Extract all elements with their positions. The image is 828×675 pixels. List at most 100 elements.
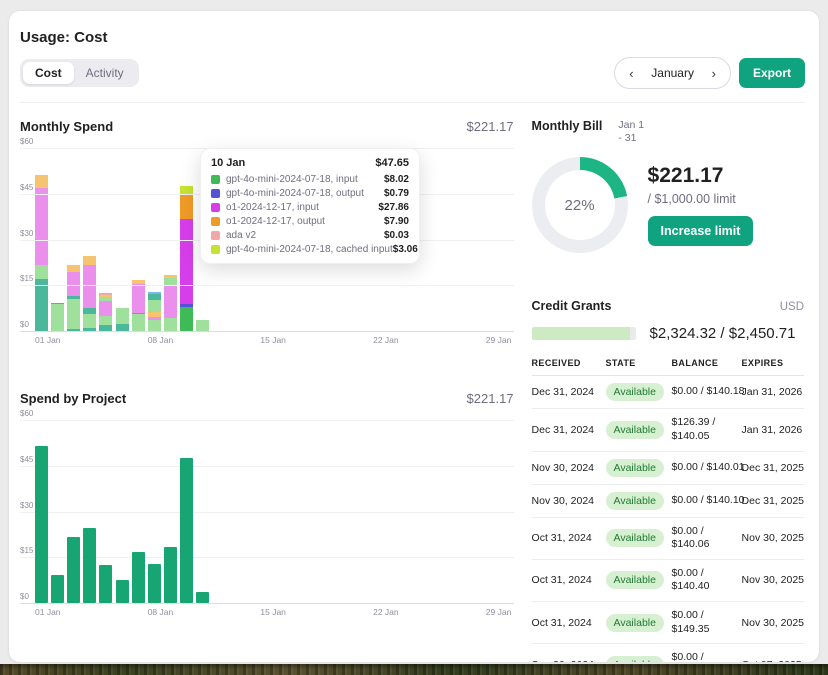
grant-balance: $0.00 / $140.18 [671, 385, 745, 398]
grant-received-date: Oct 31, 2024 [531, 574, 592, 587]
spend-bar-segment [163, 285, 177, 318]
spend-bar-segment [67, 272, 81, 296]
gridline [20, 465, 514, 467]
spend-bar-segment [83, 256, 97, 266]
spend-bar-segment [99, 300, 113, 316]
spend-bar-day-9[interactable] [163, 275, 177, 331]
tooltip-row: o1-2024-12-17, output $7.90 [211, 216, 409, 227]
spend-bar-day-5[interactable] [99, 292, 113, 331]
gridline [20, 420, 514, 421]
x-axis-tick: 22 Jan [373, 607, 399, 617]
y-axis-tick: $30 [20, 500, 34, 510]
status-badge: Available [605, 420, 664, 439]
spend-bar-segment [51, 304, 65, 331]
tooltip-total: $47.65 [375, 157, 409, 169]
project-bar-day-3[interactable] [67, 537, 81, 603]
project-bar-day-10[interactable] [179, 457, 193, 603]
chevron-right-icon[interactable]: › [711, 65, 716, 81]
status-badge: Available [605, 529, 664, 548]
chevron-left-icon[interactable]: ‹ [629, 65, 634, 81]
table-column-header: BALANCE [671, 358, 719, 369]
project-bar-day-6[interactable] [115, 580, 129, 603]
spend-bar-segment [179, 304, 193, 307]
spend-bar-day-1[interactable] [35, 175, 48, 331]
tooltip-series-label: o1-2024-12-17, input [226, 202, 319, 213]
monthly-bill-range: Jan 1 - 31 [618, 119, 644, 145]
project-bar-day-11[interactable] [196, 592, 209, 603]
project-bar-day-2[interactable] [51, 575, 65, 603]
bill-amount: $221.17 [647, 164, 724, 188]
y-axis-tick: $60 [20, 137, 34, 146]
spend-bar-segment [99, 292, 113, 296]
monthly-bill-title: Monthly Bill [531, 119, 603, 133]
table-column-header: EXPIRES [741, 358, 784, 369]
background-photo-strip [0, 664, 828, 675]
project-bar-day-4[interactable] [83, 528, 97, 603]
x-axis-tick: 15 Jan [260, 335, 286, 345]
tab-cost[interactable]: Cost [23, 62, 74, 84]
credit-grants-table-header: RECEIVED STATE BALANCE EXPIRES [531, 358, 804, 377]
bill-info: $221.17 / $1,000.00 limit Increase limit [647, 164, 754, 247]
month-selector[interactable]: ‹ January › [614, 57, 731, 89]
grant-expires-date: Nov 30, 2025 [741, 532, 804, 545]
table-column-header: RECEIVED [531, 358, 581, 369]
tooltip-series-value: $7.90 [383, 216, 409, 227]
series-color-swatch [211, 189, 220, 198]
monthly-spend-total: $221.17 [466, 119, 514, 134]
spend-by-project-x-axis: 01 Jan 08 Jan 15 Jan 22 Jan 29 Jan [20, 607, 514, 623]
y-axis-tick: $0 [20, 592, 29, 601]
tooltip-series-label: gpt-4o-mini-2024-07-18, cached input [226, 244, 393, 255]
credit-grants-table-body: Dec 31, 2024 Available $0.00 / $140.18 Jan … [531, 376, 804, 662]
credit-grants-table: RECEIVED STATE BALANCE EXPIRES Dec 31, 2024… [531, 358, 804, 662]
project-bar-day-5[interactable] [99, 564, 113, 603]
tab-activity[interactable]: Activity [74, 62, 136, 84]
spend-bar-day-11[interactable] [196, 320, 209, 331]
status-badge: Available [605, 571, 664, 590]
tooltip-row: gpt-4o-mini-2024-07-18, cached input $3.0… [211, 244, 418, 255]
spend-bar-segment [131, 280, 145, 284]
x-axis-tick: 01 Jan [35, 607, 61, 617]
spend-bar-segment [83, 327, 97, 331]
grant-expires-date: Dec 31, 2025 [741, 461, 804, 474]
gridline [20, 603, 514, 604]
credit-grants-summary: $2,324.32 / $2,450.71 [531, 325, 804, 342]
tooltip-row: ada v2 $0.03 [211, 230, 409, 241]
credit-grants-progress-fill [531, 327, 631, 341]
export-button[interactable]: Export [738, 58, 805, 88]
grant-balance: $0.00 / $140.01 [671, 460, 745, 473]
spend-bar-day-3[interactable] [67, 265, 81, 331]
spend-bar-day-10[interactable] [179, 185, 193, 331]
project-bar-day-9[interactable] [163, 547, 177, 603]
grant-state-cell: Available [605, 656, 668, 662]
spend-bar-day-8[interactable] [147, 292, 161, 331]
status-badge: Available [605, 613, 664, 632]
grant-balance: $0.00 / $140.10 [671, 493, 745, 506]
header-controls-row: Cost Activity ‹ January › Export [20, 57, 805, 89]
spend-bar-day-2[interactable] [51, 303, 65, 331]
usage-dashboard-card: Usage: Cost Cost Activity ‹ January › Ex… [8, 10, 820, 663]
spend-bar-day-6[interactable] [115, 308, 129, 331]
table-row: Oct 31, 2024 Available $0.00 /$140.06 Nov 3… [531, 518, 804, 560]
project-bar-day-1[interactable] [35, 445, 48, 603]
spend-bar-segment [67, 295, 81, 299]
grant-expires-date: Jan 31, 2026 [741, 423, 803, 436]
spend-bar-segment [179, 219, 193, 305]
grant-balance: $0.00 /$140.06 [671, 524, 710, 551]
project-bar-day-8[interactable] [147, 563, 161, 603]
spend-bar-day-7[interactable] [131, 280, 145, 331]
chart-tooltip: 10 Jan $47.65 gpt-4o-mini-2024-07-18, in… [200, 148, 420, 264]
grant-state-cell: Available [605, 491, 668, 510]
spend-bar-day-4[interactable] [83, 256, 97, 331]
credit-grants-header: Credit Grants USD [532, 299, 804, 313]
spend-bar-segment [67, 298, 81, 329]
credit-grants-progress-bar [531, 327, 636, 341]
tooltip-series-label: o1-2024-12-17, output [226, 216, 325, 227]
grant-received-date: Oct 31, 2024 [531, 532, 592, 545]
series-color-swatch [211, 203, 220, 212]
bill-range-start: Jan 1 [618, 119, 645, 131]
tooltip-rows: gpt-4o-mini-2024-07-18, input $8.02 gpt-4o… [211, 174, 418, 255]
project-bar-day-7[interactable] [131, 552, 145, 603]
grant-balance: $126.39 /$140.05 [671, 416, 716, 442]
increase-limit-button[interactable]: Increase limit [647, 216, 754, 247]
tooltip-row: o1-2024-12-17, input $27.86 [211, 202, 409, 213]
